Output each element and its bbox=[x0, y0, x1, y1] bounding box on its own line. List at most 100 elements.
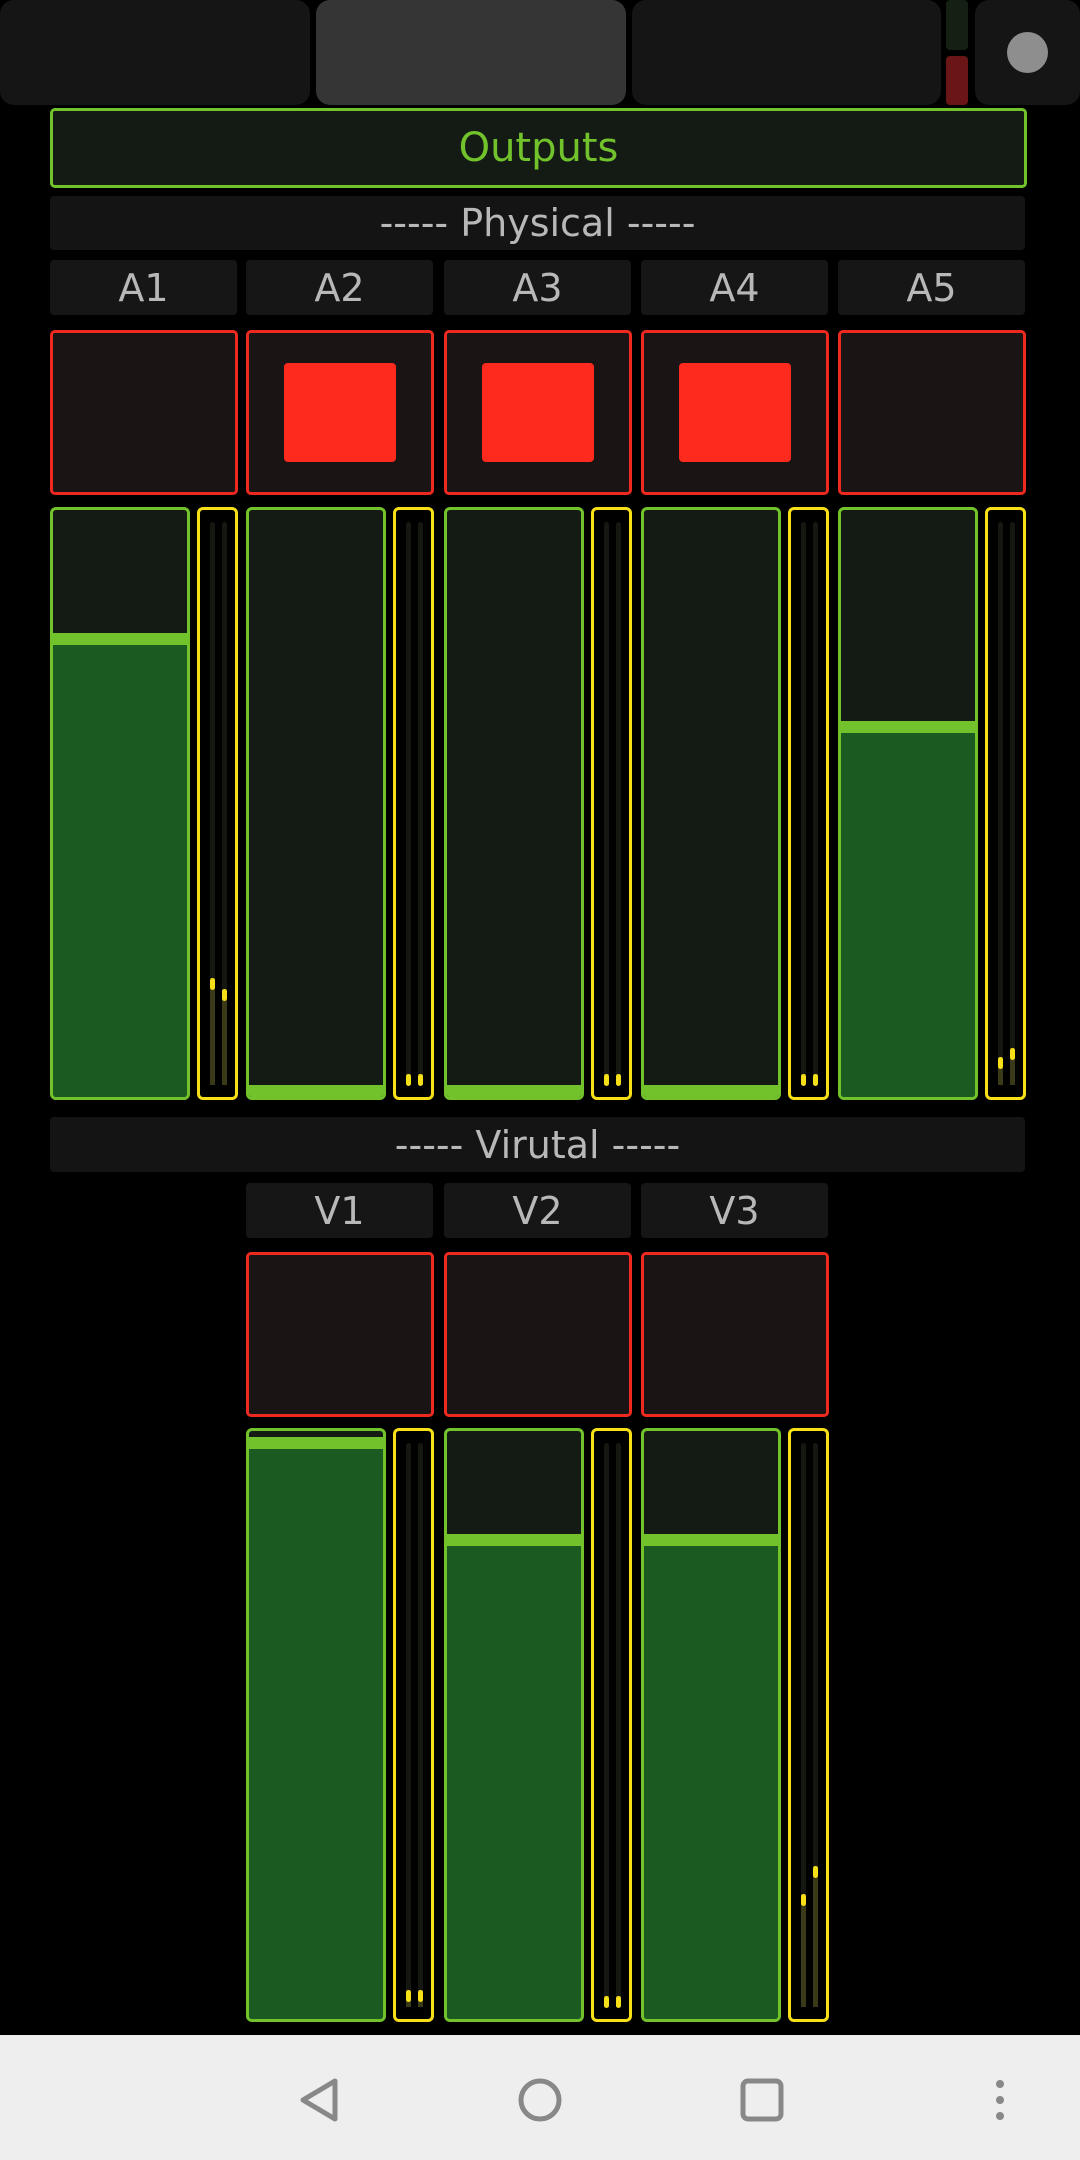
meter-peak bbox=[222, 989, 227, 1002]
meter-peak bbox=[406, 1990, 411, 2003]
meter-peak bbox=[1010, 1048, 1015, 1061]
top-tab-3[interactable] bbox=[632, 0, 941, 105]
channel-label-v3: V3 bbox=[641, 1183, 828, 1238]
meter-level bbox=[210, 978, 215, 1085]
record-button[interactable] bbox=[975, 0, 1080, 105]
channel-label-text: V1 bbox=[314, 1188, 365, 1233]
mute-button-a2[interactable] bbox=[246, 330, 434, 495]
fader-handle[interactable] bbox=[249, 1436, 383, 1449]
channel-label-a1: A1 bbox=[50, 260, 237, 315]
mute-button-v1[interactable] bbox=[246, 1252, 434, 1417]
mute-button-a4[interactable] bbox=[641, 330, 829, 495]
mute-active-indicator bbox=[284, 363, 396, 462]
meter-track bbox=[406, 522, 411, 1086]
fader-a4[interactable] bbox=[641, 507, 781, 1100]
channel-label-v2: V2 bbox=[444, 1183, 631, 1238]
meter-peak bbox=[616, 1073, 621, 1086]
fader-handle[interactable] bbox=[53, 633, 187, 646]
outputs-label: Outputs bbox=[458, 125, 619, 171]
channel-label-text: V3 bbox=[709, 1188, 760, 1233]
meter-peak bbox=[801, 1073, 806, 1086]
level-meter-a1 bbox=[197, 507, 238, 1100]
meter-track bbox=[210, 522, 215, 1085]
meter-track bbox=[616, 522, 621, 1086]
level-meter-v1 bbox=[393, 1428, 434, 2022]
meter-level bbox=[813, 1866, 818, 2007]
fader-a1[interactable] bbox=[50, 507, 190, 1100]
meter-track bbox=[813, 1443, 818, 2007]
channel-label-text: V2 bbox=[512, 1188, 563, 1233]
channel-label-a2: A2 bbox=[246, 260, 433, 315]
meter-level bbox=[1010, 1048, 1015, 1085]
level-meter-v2 bbox=[591, 1428, 632, 2022]
fader-v1[interactable] bbox=[246, 1428, 386, 2022]
meter-track bbox=[1010, 522, 1015, 1085]
physical-header-label: ----- Physical ----- bbox=[379, 201, 696, 245]
top-tab-2[interactable] bbox=[316, 0, 626, 105]
physical-header: ----- Physical ----- bbox=[50, 196, 1025, 250]
meter-track bbox=[418, 522, 423, 1086]
fader-fill bbox=[53, 633, 187, 1097]
meter-level bbox=[222, 989, 227, 1085]
meter-level bbox=[998, 1056, 1003, 1085]
circle-icon bbox=[1007, 32, 1048, 73]
channel-label-text: A2 bbox=[314, 265, 365, 310]
mute-button-a5[interactable] bbox=[838, 330, 1026, 495]
meter-track bbox=[616, 1443, 621, 2008]
fader-handle[interactable] bbox=[447, 1533, 581, 1546]
meter-peak bbox=[616, 1995, 621, 2008]
level-meter-v3 bbox=[788, 1428, 829, 2022]
fader-fill bbox=[841, 721, 975, 1097]
mute-button-a3[interactable] bbox=[444, 330, 632, 495]
meter-level bbox=[801, 1894, 806, 2007]
meter-track bbox=[801, 1443, 806, 2007]
fader-a2[interactable] bbox=[246, 507, 386, 1100]
fader-a3[interactable] bbox=[444, 507, 584, 1100]
meter-track bbox=[406, 1443, 411, 2007]
mute-button-v3[interactable] bbox=[641, 1252, 829, 1417]
meter-peak bbox=[418, 1073, 423, 1086]
top-tab-1[interactable] bbox=[0, 0, 310, 105]
meter-track bbox=[801, 522, 806, 1086]
meter-peak bbox=[406, 1073, 411, 1086]
channel-label-a3: A3 bbox=[444, 260, 631, 315]
outputs-button[interactable]: Outputs bbox=[50, 108, 1027, 188]
mute-active-indicator bbox=[679, 363, 791, 462]
fader-handle[interactable] bbox=[841, 721, 975, 734]
mute-active-indicator bbox=[482, 363, 594, 462]
channel-label-a5: A5 bbox=[838, 260, 1025, 315]
channel-label-text: A3 bbox=[512, 265, 563, 310]
meter-track bbox=[604, 522, 609, 1086]
mute-button-v2[interactable] bbox=[444, 1252, 632, 1417]
more-icon[interactable] bbox=[985, 2075, 1015, 2125]
fader-handle[interactable] bbox=[447, 1085, 581, 1097]
meter-peak bbox=[813, 1073, 818, 1086]
meter-track bbox=[998, 522, 1003, 1085]
channel-label-text: A4 bbox=[709, 265, 760, 310]
meter-track bbox=[222, 522, 227, 1085]
fader-v2[interactable] bbox=[444, 1428, 584, 2022]
meter-peak bbox=[998, 1056, 1003, 1069]
meter-peak bbox=[604, 1995, 609, 2008]
level-meter-a5 bbox=[985, 507, 1026, 1100]
meter-track bbox=[813, 522, 818, 1086]
channel-label-text: A5 bbox=[906, 265, 957, 310]
fader-handle[interactable] bbox=[644, 1085, 778, 1097]
recents-icon[interactable] bbox=[737, 2075, 787, 2125]
fader-handle[interactable] bbox=[644, 1533, 778, 1546]
fader-a5[interactable] bbox=[838, 507, 978, 1100]
meter-track bbox=[604, 1443, 609, 2008]
channel-label-text: A1 bbox=[118, 265, 169, 310]
fader-handle[interactable] bbox=[249, 1085, 383, 1097]
home-icon[interactable] bbox=[515, 2075, 565, 2125]
status-indicator-top bbox=[946, 0, 968, 50]
channel-label-v1: V1 bbox=[246, 1183, 433, 1238]
back-icon[interactable] bbox=[295, 2075, 345, 2125]
fader-fill bbox=[644, 1533, 778, 2019]
status-indicator-bottom bbox=[946, 56, 968, 105]
fader-v3[interactable] bbox=[641, 1428, 781, 2022]
fader-fill bbox=[447, 1533, 581, 2019]
mute-button-a1[interactable] bbox=[50, 330, 238, 495]
level-meter-a4 bbox=[788, 507, 829, 1100]
meter-peak bbox=[418, 1990, 423, 2003]
